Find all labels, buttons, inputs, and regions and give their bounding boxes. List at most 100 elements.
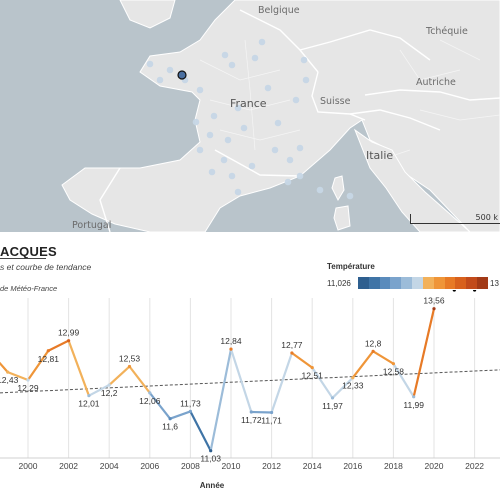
data-label: 11,97 <box>322 401 343 411</box>
legend-swatch[interactable] <box>455 277 467 289</box>
uk-land <box>119 0 176 29</box>
legend-swatch[interactable] <box>444 277 456 289</box>
data-point <box>473 290 477 292</box>
data-label: 12,81 <box>38 354 60 364</box>
series-segment <box>331 376 354 400</box>
data-point <box>229 347 233 351</box>
data-point <box>432 307 436 311</box>
legend-swatch[interactable] <box>379 277 391 289</box>
selected-station-marker <box>177 70 187 80</box>
series-segment <box>290 351 314 369</box>
station-dots <box>146 38 354 200</box>
data-label: 12,01 <box>78 399 100 409</box>
series-segment <box>0 361 9 374</box>
data-point <box>26 378 30 382</box>
sardinia-land <box>333 205 351 231</box>
region-lines <box>199 39 500 161</box>
title-underline <box>0 258 46 259</box>
series-segment <box>26 349 50 382</box>
data-point <box>249 410 253 414</box>
legend-max-label: 13 <box>490 279 499 288</box>
legend-swatch[interactable] <box>433 277 445 289</box>
legend-swatch[interactable] <box>390 277 402 289</box>
data-point <box>6 370 10 374</box>
data-label: 12,51 <box>302 371 324 381</box>
temperature-line-chart[interactable]: 2000 2002 2004 2006 2008 2010 2012 2014 2016 2018… <box>0 290 500 500</box>
corsica-land <box>331 175 345 202</box>
panel-subtitle: s et courbe de tendance <box>0 262 92 272</box>
legend-swatch[interactable] <box>477 277 488 289</box>
data-point <box>290 351 294 355</box>
map-scale-label: 500 k <box>475 213 498 222</box>
series-segment <box>270 351 293 414</box>
data-point <box>87 394 91 398</box>
data-label: 11,72 <box>241 415 262 425</box>
data-point <box>351 376 355 380</box>
x-tick-label: 2006 <box>140 461 159 471</box>
data-label: 12,84 <box>220 336 242 346</box>
data-label: 11,73 <box>180 398 201 408</box>
x-tick-label: 2016 <box>343 461 362 471</box>
data-label: 12,2 <box>101 388 118 398</box>
data-point <box>270 410 274 415</box>
series-segment <box>47 339 70 352</box>
map-view[interactable]: Belgique Tchéquie France Autriche Suisse… <box>0 0 500 232</box>
series-segment <box>372 350 395 365</box>
series-segment <box>351 350 375 379</box>
data-point <box>107 383 111 387</box>
country-label-portugal: Portugal <box>72 220 112 231</box>
legend-swatch[interactable] <box>422 277 434 289</box>
legend-swatch[interactable] <box>466 277 478 289</box>
legend-color-ramp[interactable] <box>358 277 488 289</box>
data-label: 12,06 <box>139 396 161 406</box>
legend-swatch[interactable] <box>358 277 369 289</box>
data-point <box>330 396 335 400</box>
data-point <box>46 349 50 353</box>
data-point <box>391 362 395 366</box>
data-point <box>412 395 416 399</box>
data-label: 11,99 <box>403 400 424 410</box>
legend-swatch[interactable] <box>412 277 423 289</box>
data-point <box>452 290 456 292</box>
country-borders <box>99 9 500 232</box>
series-segment <box>209 347 233 452</box>
x-tick-label: 2008 <box>181 461 200 471</box>
data-point <box>67 339 71 343</box>
legend-swatch[interactable] <box>401 277 413 289</box>
country-label-italie: Italie <box>366 149 394 162</box>
series-segment <box>412 307 436 398</box>
data-label: 12,33 <box>342 381 364 391</box>
x-tick-label: 2020 <box>425 461 444 471</box>
data-point <box>209 449 213 453</box>
data-label: 12,43 <box>0 375 19 385</box>
country-label-france: France <box>230 97 267 110</box>
panel-title: ACQUES <box>0 244 57 259</box>
data-point <box>371 349 375 353</box>
data-label: 12,8 <box>365 338 382 348</box>
data-label: 11,6 <box>162 422 178 432</box>
legend-swatch[interactable] <box>368 277 380 289</box>
data-label: 12,29 <box>17 383 39 393</box>
x-tick-label: 2000 <box>19 461 38 471</box>
data-point <box>168 417 172 421</box>
data-point <box>127 364 132 369</box>
series-segment <box>67 339 91 397</box>
series-segment <box>250 410 273 414</box>
data-label: 12,77 <box>281 340 303 350</box>
series-segment <box>148 391 172 420</box>
country-label-suisse: Suisse <box>320 96 351 107</box>
country-label-belgique: Belgique <box>258 5 300 16</box>
x-tick-label: 2010 <box>222 461 241 471</box>
x-tick-label: 2002 <box>59 461 78 471</box>
data-label: 11,03 <box>200 454 221 464</box>
panel-source: de Météo-France <box>0 284 58 293</box>
series-segment <box>229 347 253 414</box>
x-tick-label: 2012 <box>262 461 281 471</box>
country-label-autriche: Autriche <box>416 77 456 88</box>
data-label: 12,58 <box>383 367 405 377</box>
map-scale-bar: 500 k <box>410 213 500 224</box>
x-tick-label: 2004 <box>100 461 119 471</box>
data-label: 12,99 <box>58 328 80 338</box>
series-segment <box>189 410 212 452</box>
data-point <box>310 366 314 370</box>
